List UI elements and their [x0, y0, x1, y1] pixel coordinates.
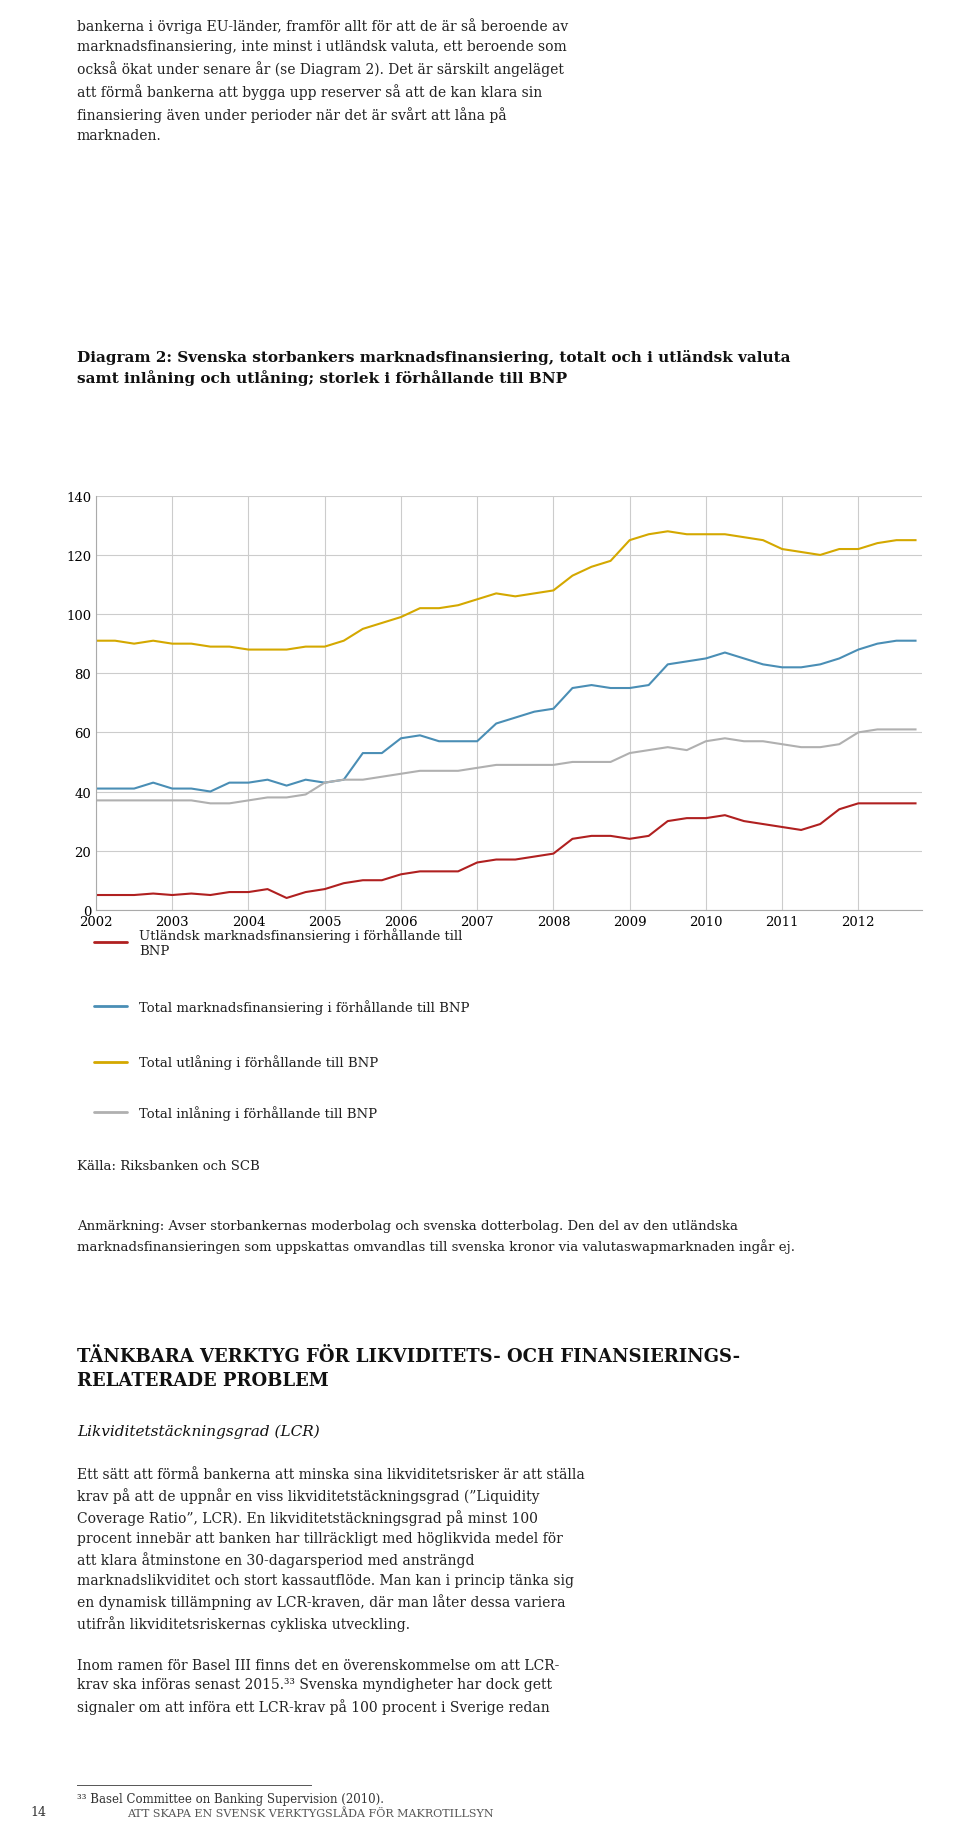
Text: ³³ Basel Committee on Banking Supervision (2010).: ³³ Basel Committee on Banking Supervisio… [77, 1791, 384, 1804]
Text: Total marknadsfinansiering i förhållande till BNP: Total marknadsfinansiering i förhållande… [139, 999, 470, 1015]
Text: Källa: Riksbanken och SCB: Källa: Riksbanken och SCB [77, 1159, 259, 1171]
Text: Diagram 2: Svenska storbankers marknadsfinansiering, totalt och i utländsk valut: Diagram 2: Svenska storbankers marknadsf… [77, 349, 790, 386]
Text: Inom ramen för Basel III finns det en överenskommelse om att LCR-
krav ska inför: Inom ramen för Basel III finns det en öv… [77, 1659, 559, 1714]
Text: ATT SKAPA EN SVENSK VERKTYGSLÅDA FÖR MAKROTILLSYN: ATT SKAPA EN SVENSK VERKTYGSLÅDA FÖR MAK… [127, 1808, 493, 1819]
Text: bankerna i övriga EU-länder, framför allt för att de är så beroende av
marknadsf: bankerna i övriga EU-länder, framför all… [77, 18, 568, 143]
Text: TÄNKBARA VERKTYG FÖR LIKVIDITETS- OCH FINANSIERINGS-
RELATERADE PROBLEM: TÄNKBARA VERKTYG FÖR LIKVIDITETS- OCH FI… [77, 1348, 740, 1388]
Text: Ett sätt att förmå bankerna att minska sina likviditetsrisker är att ställa
krav: Ett sätt att förmå bankerna att minska s… [77, 1468, 585, 1631]
Text: 14: 14 [31, 1806, 47, 1819]
Text: Utländsk marknadsfinansiering i förhållande till
BNP: Utländsk marknadsfinansiering i förhålla… [139, 927, 463, 958]
Text: Likviditetstäckningsgrad (LCR): Likviditetstäckningsgrad (LCR) [77, 1423, 320, 1438]
Text: Total inlåning i förhållande till BNP: Total inlåning i förhållande till BNP [139, 1105, 377, 1120]
Text: Anmärkning: Avser storbankernas moderbolag och svenska dotterbolag. Den del av d: Anmärkning: Avser storbankernas moderbol… [77, 1219, 795, 1252]
Text: Total utlåning i förhållande till BNP: Total utlåning i förhållande till BNP [139, 1054, 378, 1070]
